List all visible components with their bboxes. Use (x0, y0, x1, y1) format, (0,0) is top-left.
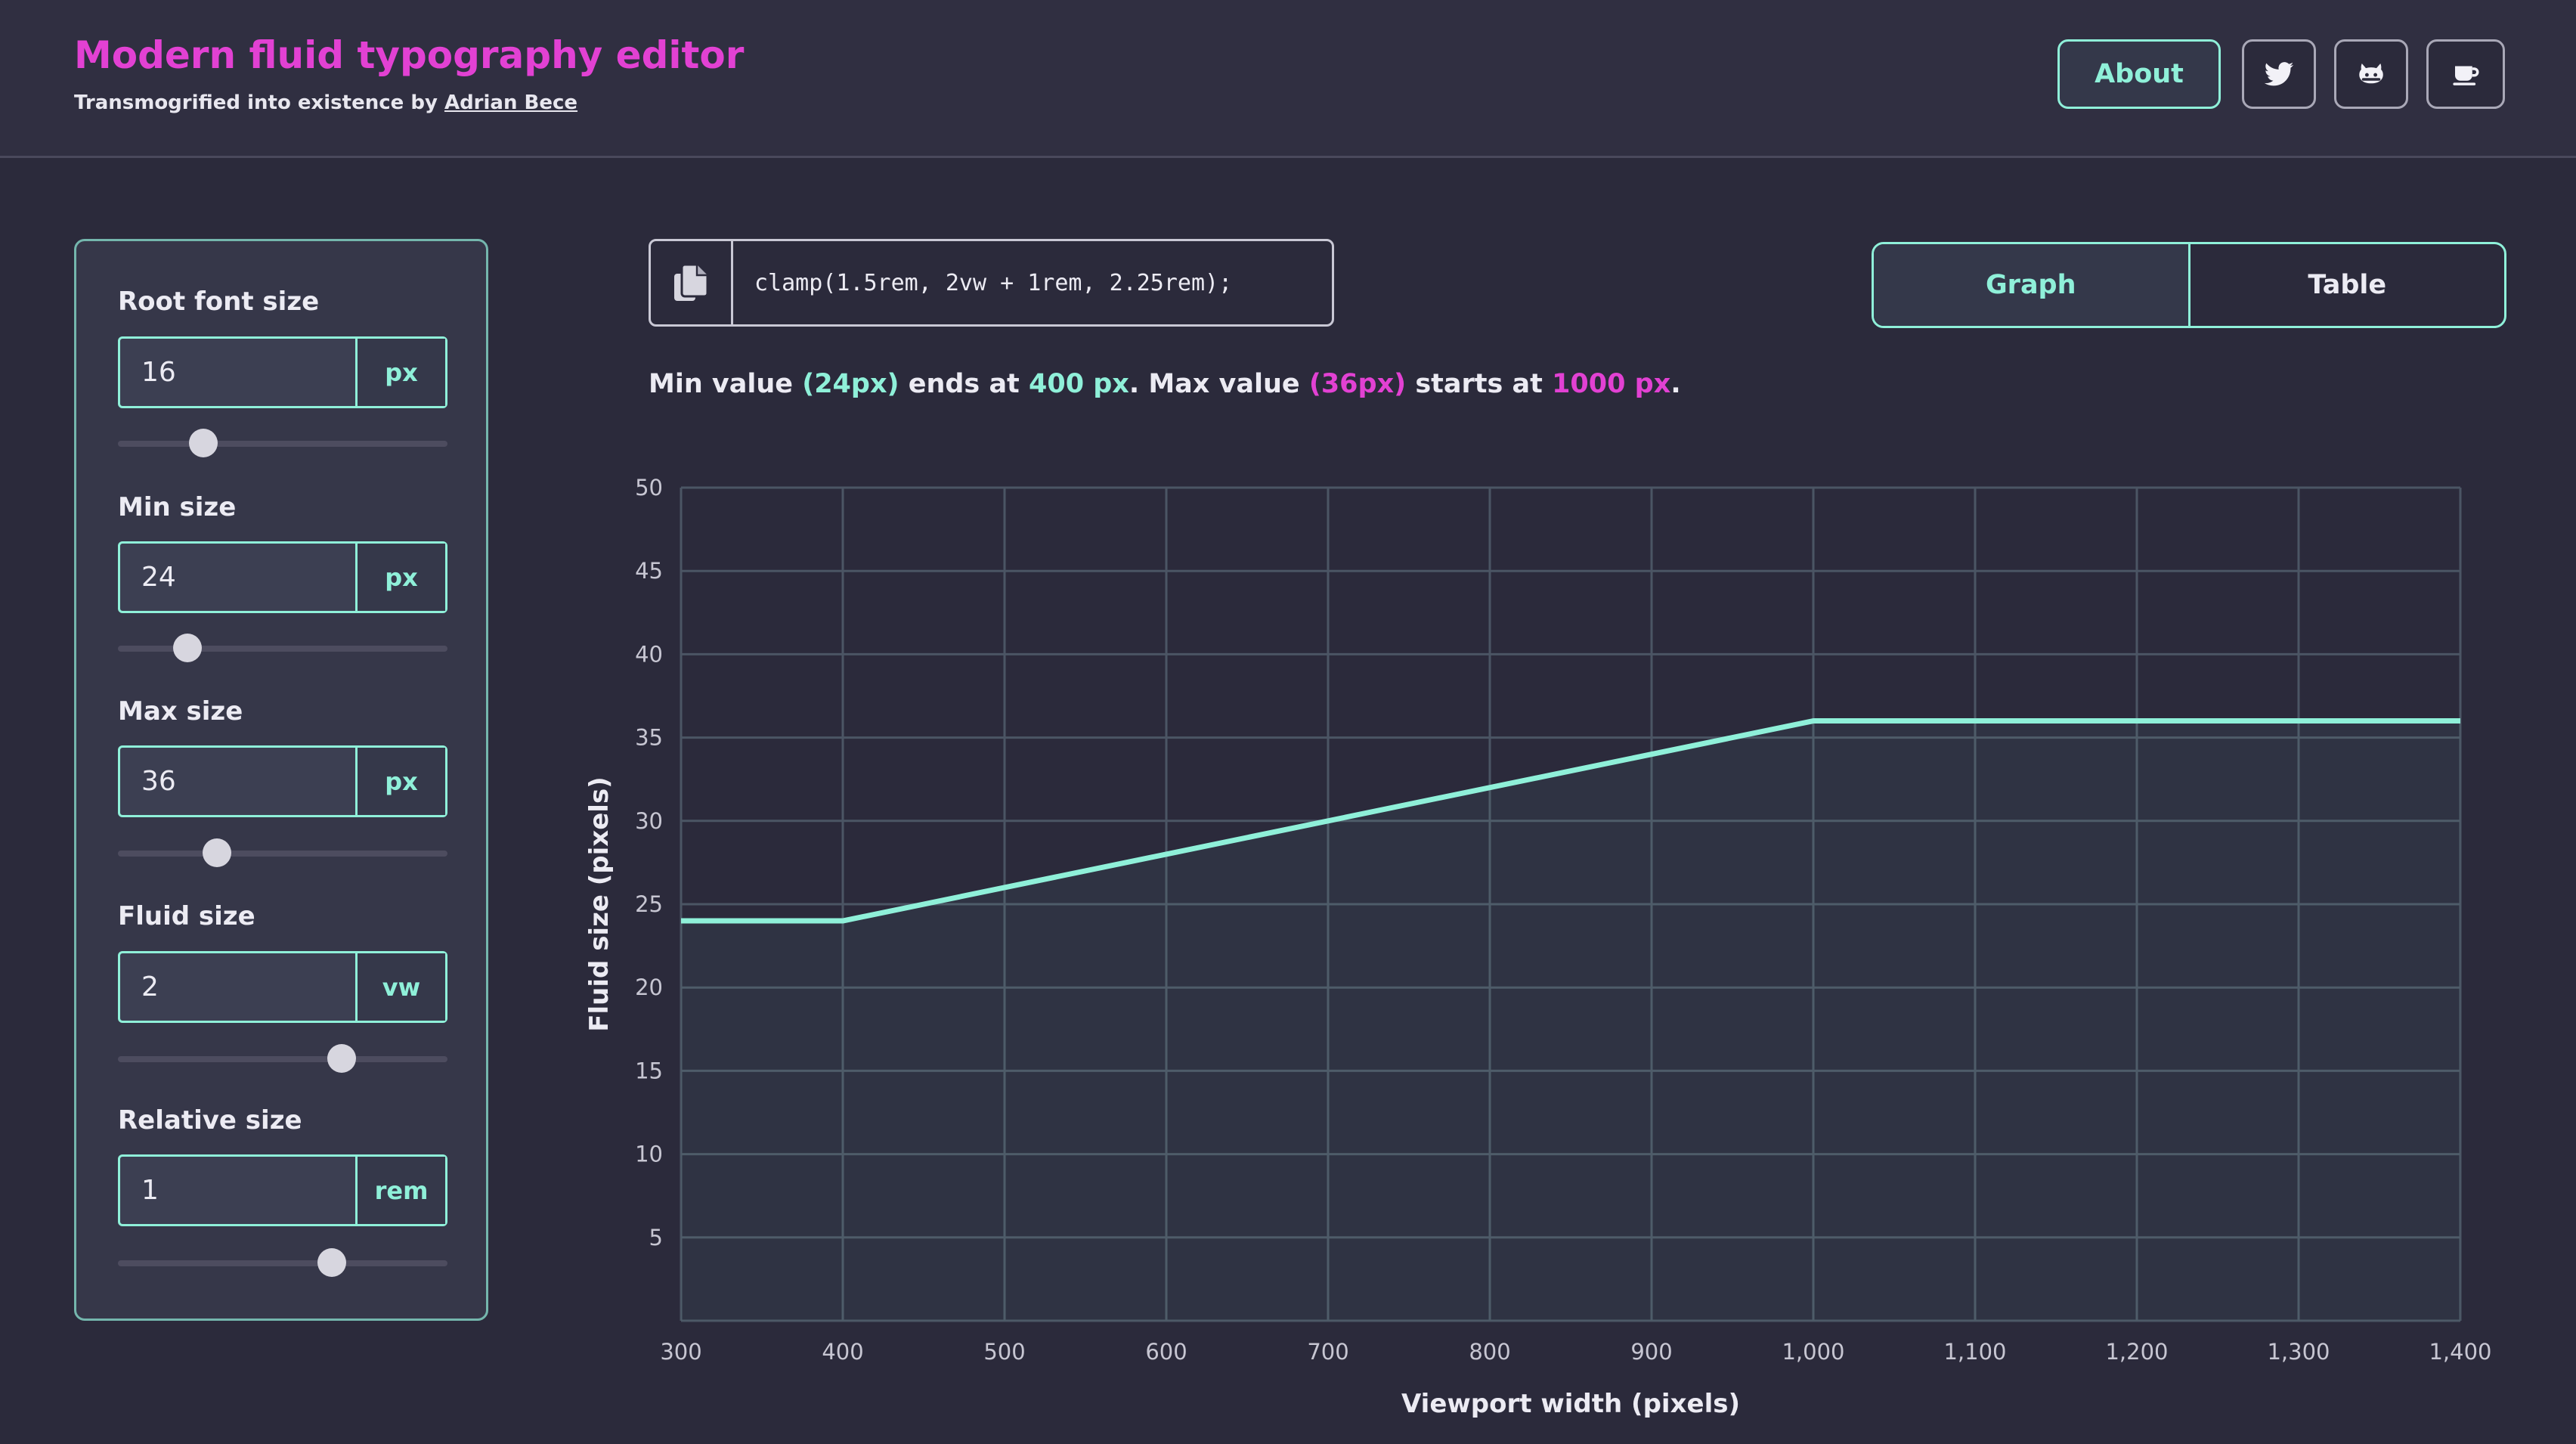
fluid-size-chart: 300 400 500 600 700 800 900 1,000 1,100 1,200 1,30… (584, 475, 2492, 1419)
y-axis-label: Fluid size (pixels) (584, 776, 615, 1031)
relative-size-unit: rem (355, 1157, 445, 1224)
min-value: (24px) (802, 369, 899, 399)
min-size-slider-thumb[interactable] (172, 634, 202, 662)
root-font-size-slider-thumb[interactable] (189, 429, 218, 457)
coffee-icon (2453, 66, 2479, 85)
y-tick-label: 5 (649, 1225, 663, 1250)
max-size-slider-thumb[interactable] (202, 838, 231, 867)
summary-part: ends at (899, 369, 1029, 399)
y-tick-label: 10 (635, 1142, 663, 1167)
fluid-size-slider[interactable] (118, 1044, 447, 1073)
series-line (681, 718, 2460, 924)
x-tick-label: 1,100 (1943, 1339, 2006, 1365)
min-size-unit: px (355, 544, 445, 611)
max-value: (36px) (1308, 369, 1407, 399)
max-size-field[interactable]: 36 px (118, 745, 447, 817)
series-area (681, 720, 2460, 1321)
y-tick-label: 45 (635, 558, 663, 584)
github-icon (2359, 64, 2383, 84)
twitter-button[interactable] (2242, 39, 2316, 109)
max-size-slider[interactable] (118, 838, 447, 867)
y-tick-label: 50 (635, 475, 663, 500)
relative-size-label: Relative size (118, 1105, 302, 1136)
fluid-size-slider-thumb[interactable] (327, 1044, 357, 1073)
min-size-field[interactable]: 24 px (118, 541, 447, 613)
tab-graph[interactable]: Graph (1874, 244, 2191, 326)
coffee-button[interactable] (2426, 39, 2505, 109)
summary-part: . (1670, 369, 1681, 399)
x-tick-label: 400 (822, 1339, 863, 1365)
max-size-label: Max size (118, 696, 243, 727)
max-start: 1000 px (1552, 369, 1671, 399)
copy-button[interactable] (651, 241, 733, 324)
root-font-size-input[interactable]: 16 (141, 357, 176, 388)
tab-table[interactable]: Table (2308, 270, 2387, 300)
x-tick-label: 1,400 (2429, 1339, 2491, 1365)
summary-part: Min value (649, 369, 803, 399)
min-size-label: Min size (118, 492, 237, 522)
github-button[interactable] (2334, 39, 2408, 109)
y-tick-label: 35 (635, 725, 663, 751)
page-title: Modern fluid typography editor (74, 33, 745, 77)
root-font-size-field[interactable]: 16 px (118, 336, 447, 408)
x-tick-label: 1,200 (2105, 1339, 2168, 1365)
min-size-slider[interactable] (118, 634, 447, 662)
twitter-icon (2264, 62, 2294, 86)
root-font-size-unit: px (355, 339, 445, 406)
summary-text: Min value (24px) ends at 400 px. Max val… (649, 369, 1681, 399)
copy-icon (674, 263, 709, 301)
root-font-size-slider[interactable] (118, 429, 447, 457)
min-size-input[interactable]: 24 (141, 562, 176, 593)
app-header: Modern fluid typography editor Transmogr… (0, 0, 2576, 158)
x-tick-label: 800 (1469, 1339, 1510, 1365)
x-tick-label: 1,300 (2267, 1339, 2330, 1365)
relative-size-field[interactable]: 1 rem (118, 1154, 447, 1226)
summary-part: . Max value (1129, 369, 1309, 399)
x-tick-label: 900 (1630, 1339, 1672, 1365)
root-font-size-label: Root font size (118, 287, 320, 317)
y-tick-label: 15 (635, 1058, 663, 1083)
x-tick-label: 700 (1307, 1339, 1348, 1365)
css-output-box: clamp(1.5rem, 2vw + 1rem, 2.25rem); (649, 239, 1334, 327)
min-end: 400 px (1028, 369, 1129, 399)
x-tick-label: 1,000 (1782, 1339, 1844, 1365)
fluid-size-unit: vw (355, 953, 445, 1021)
subtitle-prefix: Transmogrified into existence by (74, 91, 438, 114)
css-code[interactable]: clamp(1.5rem, 2vw + 1rem, 2.25rem); (754, 269, 1233, 296)
about-button[interactable]: About (2057, 39, 2221, 109)
fluid-size-label: Fluid size (118, 901, 255, 931)
relative-size-input[interactable]: 1 (141, 1175, 159, 1206)
max-size-unit: px (355, 748, 445, 815)
y-tick-label: 40 (635, 641, 663, 667)
relative-size-slider-thumb[interactable] (317, 1248, 347, 1277)
x-tick-label: 500 (983, 1339, 1025, 1365)
x-tick-label: 300 (660, 1339, 701, 1365)
x-tick-label: 600 (1145, 1339, 1187, 1365)
x-axis-label: Viewport width (pixels) (1401, 1389, 1740, 1419)
fluid-size-input[interactable]: 2 (141, 971, 159, 1002)
subtitle: Transmogrified into existence by Adrian … (74, 91, 577, 114)
relative-size-slider[interactable] (118, 1248, 447, 1277)
y-tick-label: 20 (635, 975, 663, 1000)
view-tabs: Graph Table (1872, 242, 2506, 328)
fluid-size-field[interactable]: 2 vw (118, 951, 447, 1023)
y-tick-label: 30 (635, 808, 663, 834)
author-link[interactable]: Adrian Bece (444, 91, 578, 114)
y-tick-label: 25 (635, 891, 663, 917)
max-size-input[interactable]: 36 (141, 766, 176, 797)
settings-panel: Root font size 16 px Min size 24 px Max … (74, 239, 488, 1321)
summary-part: starts at (1406, 369, 1553, 399)
